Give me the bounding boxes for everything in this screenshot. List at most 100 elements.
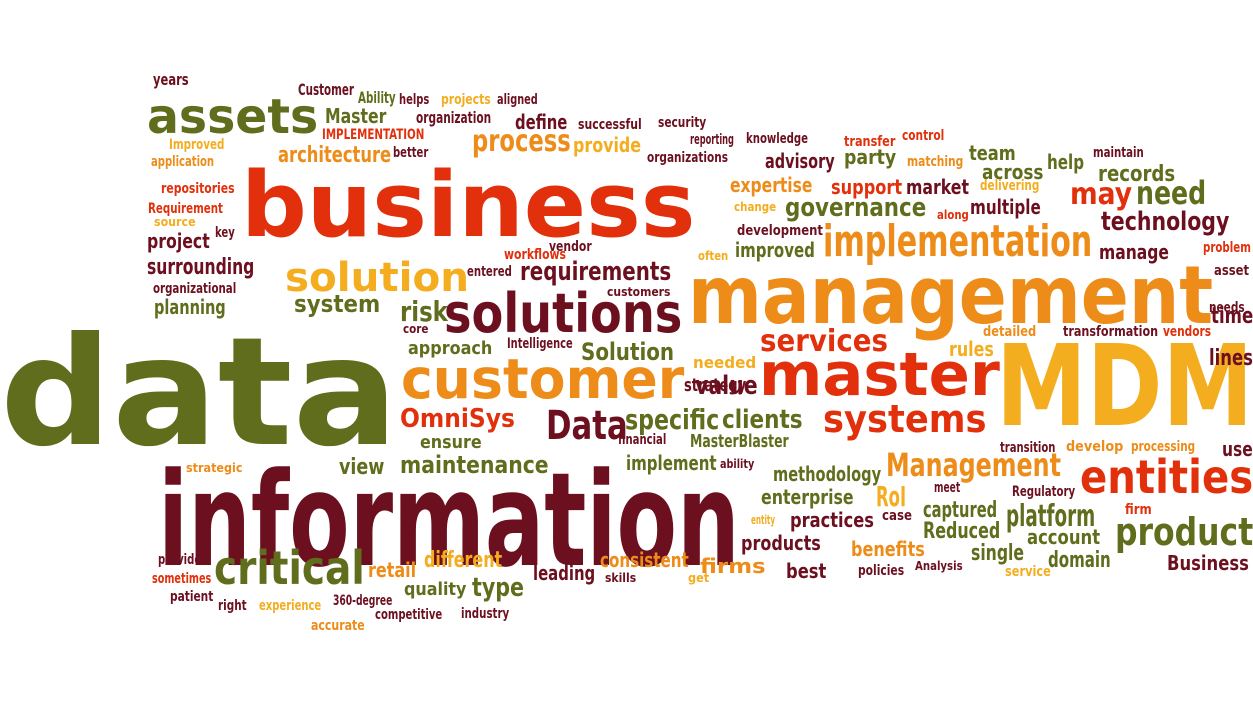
word-vendors: vendors bbox=[1163, 324, 1212, 340]
word-solutions: solutions bbox=[444, 282, 683, 345]
word-leading: leading bbox=[533, 561, 596, 585]
word-captured: captured bbox=[923, 498, 998, 523]
word-technology: technology bbox=[1101, 207, 1230, 237]
word-years: years bbox=[153, 70, 189, 89]
word-across: across bbox=[982, 160, 1044, 184]
word-problem: problem bbox=[1203, 240, 1251, 256]
word-best: best bbox=[786, 559, 827, 583]
word-entered: entered bbox=[467, 264, 512, 280]
word-case: case bbox=[882, 508, 913, 524]
word-meet: meet bbox=[934, 480, 961, 496]
word-enterprise: enterprise bbox=[761, 485, 854, 509]
word-provide: provide bbox=[573, 133, 642, 157]
word-vendor: vendor bbox=[549, 239, 592, 255]
word-delivering: delivering bbox=[980, 178, 1040, 194]
word-specific: specific bbox=[625, 403, 720, 436]
word-type: type bbox=[472, 573, 525, 603]
word-architecture: architecture bbox=[278, 143, 392, 168]
word-provider: provider bbox=[158, 552, 207, 568]
word-practices: practices bbox=[790, 508, 874, 532]
word-approach: approach bbox=[408, 338, 493, 359]
word-requirements: requirements bbox=[520, 257, 672, 287]
word-business-cap: Business bbox=[1167, 551, 1249, 575]
word-clients: clients bbox=[722, 405, 803, 435]
word-application: application bbox=[151, 154, 215, 170]
word-ensure: ensure bbox=[420, 432, 482, 453]
word-masterblaster: MasterBlaster bbox=[690, 431, 789, 452]
word-master: master bbox=[759, 340, 1000, 410]
word-source: source bbox=[154, 215, 196, 229]
word-solution: solution bbox=[285, 255, 469, 301]
word-core: core bbox=[403, 322, 429, 336]
word-value: value bbox=[695, 371, 758, 401]
word-asset: asset bbox=[1214, 263, 1250, 279]
word-governance: governance bbox=[785, 193, 927, 223]
word-skills: skills bbox=[605, 571, 637, 585]
word-implement: implement bbox=[626, 451, 717, 475]
word-reporting: reporting bbox=[690, 132, 734, 148]
word-projects: projects bbox=[441, 92, 491, 108]
word-single: single bbox=[971, 541, 1025, 566]
word-reduced: Reduced bbox=[923, 519, 1001, 544]
word-may: may bbox=[1070, 177, 1133, 212]
word-data: data bbox=[0, 306, 399, 480]
word-use: use bbox=[1222, 437, 1253, 461]
word-advisory: advisory bbox=[765, 149, 835, 173]
word-help: help bbox=[1047, 150, 1085, 174]
word-get: get bbox=[688, 571, 710, 585]
word-ability-cap: Ability bbox=[358, 88, 396, 107]
word-matching: matching bbox=[907, 154, 964, 170]
word-transformation: transformation bbox=[1063, 324, 1159, 340]
word-policies: policies bbox=[858, 563, 905, 579]
word-implementation: implementation bbox=[823, 216, 1093, 267]
word-different: different bbox=[424, 548, 503, 573]
word-strategy: strategy bbox=[684, 375, 747, 396]
word-right: right bbox=[218, 598, 247, 614]
word-entity: entity bbox=[751, 513, 776, 527]
word-need: need bbox=[1136, 174, 1207, 212]
word-ability: ability bbox=[720, 457, 755, 471]
word-support: support bbox=[831, 175, 903, 199]
word-competitive: competitive bbox=[375, 607, 443, 623]
word-services: services bbox=[760, 324, 888, 359]
word-needed: needed bbox=[693, 353, 757, 372]
word-industry: industry bbox=[461, 606, 510, 622]
word-project: project bbox=[147, 229, 210, 253]
word-transition: transition bbox=[1000, 440, 1056, 456]
word-master-cap: Master bbox=[325, 104, 387, 128]
word-along: along bbox=[937, 208, 969, 222]
word-management-cap: Management bbox=[886, 446, 1061, 484]
word-lines: lines bbox=[1209, 346, 1253, 371]
word-firm: firm bbox=[1125, 502, 1152, 518]
word-intelligence: Intelligence bbox=[507, 336, 573, 352]
word-omnisys: OmniSys bbox=[400, 404, 515, 434]
word-regulatory: Regulatory bbox=[1012, 484, 1076, 500]
word-develop: develop bbox=[1066, 439, 1124, 455]
word-process: process bbox=[472, 124, 571, 159]
word-requirement-cap: Requirement bbox=[148, 201, 223, 217]
word-successful: successful bbox=[578, 117, 642, 133]
word-change: change bbox=[734, 200, 777, 214]
word-detailed: detailed bbox=[983, 324, 1037, 340]
word-information: information bbox=[158, 444, 740, 596]
word-planning: planning bbox=[154, 295, 226, 319]
word-methodology: methodology bbox=[773, 462, 882, 486]
word-service: service bbox=[1005, 564, 1051, 580]
word-accurate: accurate bbox=[311, 618, 365, 634]
word-mdm: MDM bbox=[996, 322, 1253, 452]
word-products: products bbox=[741, 531, 821, 555]
word-customer: customer bbox=[401, 347, 685, 411]
word-system: system bbox=[294, 290, 381, 318]
word-market: market bbox=[906, 175, 970, 199]
word-processing: processing bbox=[1131, 439, 1196, 455]
word-management: management bbox=[688, 249, 1214, 342]
word-maintenance: maintenance bbox=[400, 451, 549, 479]
word-firms: firms bbox=[700, 554, 766, 578]
word-platform: platform bbox=[1006, 499, 1096, 534]
word-assets: assets bbox=[147, 89, 319, 145]
word-often: often bbox=[698, 249, 729, 263]
word-customer-cap: Customer bbox=[298, 80, 355, 99]
word-knowledge: knowledge bbox=[746, 131, 809, 147]
word-business: business bbox=[241, 153, 696, 258]
